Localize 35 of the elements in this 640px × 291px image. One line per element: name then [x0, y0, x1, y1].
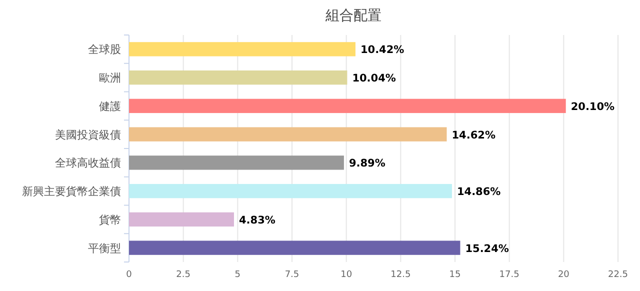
x-tick-label: 10 — [340, 270, 352, 280]
x-tick-label: 15 — [449, 270, 461, 280]
data-label: 15.24% — [465, 242, 510, 255]
data-label: 14.62% — [452, 129, 496, 142]
x-tick-label: 5 — [234, 270, 241, 280]
y-tick-label: 全球股 — [88, 43, 121, 56]
bar — [129, 127, 447, 142]
y-tick-label: 全球高收益債 — [55, 156, 121, 170]
y-tick-label: 健護 — [99, 100, 121, 113]
data-label: 9.89% — [348, 158, 386, 170]
chart-title: 組合配置 — [324, 8, 382, 24]
bar — [129, 156, 344, 170]
bar — [129, 42, 356, 56]
x-tick-label: 0 — [126, 270, 132, 280]
data-label: 10.42% — [360, 44, 405, 56]
x-tick-label: 17.5 — [499, 270, 520, 280]
y-tick-label: 歐洲 — [99, 72, 121, 85]
bar — [129, 98, 566, 114]
data-label: 10.04% — [352, 72, 396, 85]
x-tick-label: 7.5 — [284, 270, 300, 280]
bar — [129, 70, 348, 85]
y-tick-label: 美國投資級債 — [55, 128, 121, 142]
x-tick-label: 12.5 — [390, 270, 411, 280]
x-tick-label: 2.5 — [176, 270, 190, 280]
data-label: 20.10% — [570, 100, 616, 113]
y-tick-label: 貨幣 — [99, 213, 121, 226]
y-tick-label: 平衡型 — [88, 242, 121, 255]
x-tick-label: 20 — [558, 270, 570, 280]
data-label: 4.83% — [238, 214, 276, 226]
bar — [129, 184, 452, 198]
bar — [129, 240, 460, 255]
y-tick-label: 新興主要貨幣企業債 — [22, 185, 121, 198]
data-label: 14.86% — [456, 186, 502, 198]
bar — [129, 212, 234, 227]
x-tick-label: 22.5 — [608, 270, 628, 280]
